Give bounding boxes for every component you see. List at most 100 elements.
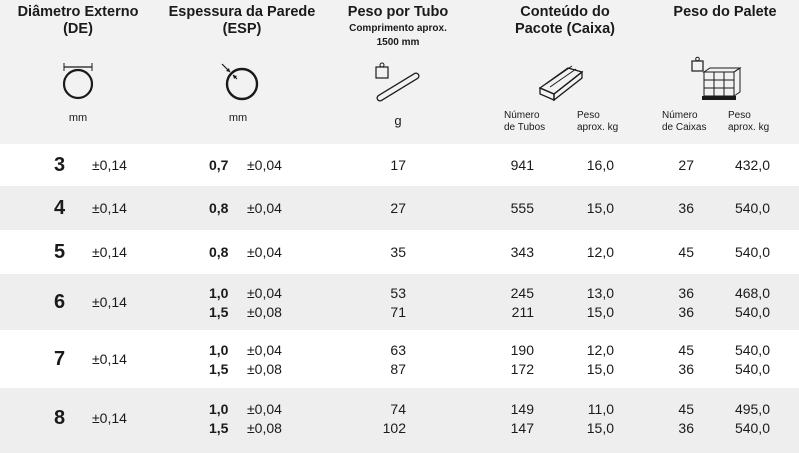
esp-value: 1,0 bbox=[209, 401, 229, 417]
peso-palete-value: 540,0 bbox=[734, 361, 770, 377]
esp-tolerance: ±0,04 bbox=[247, 401, 282, 417]
peso-tubo-value: 27 bbox=[390, 200, 406, 216]
numero-tubos-value: 555 bbox=[510, 200, 534, 216]
esp-title-line2: (ESP) bbox=[222, 21, 262, 37]
numero-caixas-value: 36 bbox=[678, 361, 694, 377]
de-tolerance: ±0,14 bbox=[92, 294, 127, 310]
de-tolerance: ±0,14 bbox=[92, 351, 127, 367]
numero-tubos-value: 941 bbox=[510, 157, 534, 173]
de-value: 6 bbox=[54, 291, 66, 313]
box-of-tubes-icon bbox=[538, 65, 584, 102]
esp-value: 1,5 bbox=[209, 361, 229, 377]
numero-caixas-line2: de Caixas bbox=[662, 122, 707, 133]
esp-unit: mm bbox=[228, 112, 248, 124]
de-header-title: Diâmetro Externo (DE) bbox=[0, 4, 156, 38]
esp-value: 1,5 bbox=[209, 420, 229, 436]
de-value: 3 bbox=[54, 154, 66, 176]
peso-palete-value: 495,0 bbox=[734, 401, 770, 417]
de-value: 7 bbox=[54, 348, 66, 370]
esp-value: 1,5 bbox=[209, 304, 229, 320]
wall-thickness-circle-icon bbox=[221, 63, 259, 101]
esp-value: 1,0 bbox=[209, 342, 229, 358]
peso-tubo-value: 102 bbox=[382, 420, 406, 436]
numero-tubos-line1: Número bbox=[504, 110, 540, 121]
numero-tubos-value: 211 bbox=[511, 304, 534, 320]
peso-caixa-value: 15,0 bbox=[586, 420, 614, 436]
de-value: 4 bbox=[54, 197, 66, 219]
esp-value: 0,8 bbox=[209, 200, 229, 216]
peso-tubo-value: 74 bbox=[390, 401, 406, 417]
esp-value: 0,8 bbox=[209, 244, 229, 260]
table-row: 6 ±0,14 1,0 ±0,04 53 245 13,0 36 468,0 1… bbox=[0, 274, 799, 330]
numero-caixas-label: Número de Caixas bbox=[662, 110, 706, 134]
peso-palete-value: 540,0 bbox=[734, 342, 770, 358]
peso-palete-line2: aprox. kg bbox=[728, 122, 770, 133]
de-tolerance: ±0,14 bbox=[92, 410, 127, 426]
esp-tolerance: ±0,04 bbox=[247, 342, 282, 358]
numero-tubos-value: 245 bbox=[510, 285, 534, 301]
peso-tubo-value: 87 bbox=[390, 361, 406, 377]
peso-tubo-value: 63 bbox=[390, 342, 406, 358]
peso-caixa-line1: Peso bbox=[577, 110, 600, 121]
esp-title-line1: Espessura da Parede bbox=[168, 4, 316, 20]
peso-caixa-value: 15,0 bbox=[586, 200, 614, 216]
de-unit: mm bbox=[68, 112, 88, 124]
peso-palete-line1: Peso bbox=[728, 110, 751, 121]
peso-palete-value: 540,0 bbox=[734, 244, 770, 260]
conteudo-title-line1: Conteúdo do bbox=[520, 4, 610, 20]
peso-caixa-value: 12,0 bbox=[586, 342, 614, 358]
peso-tubo-value: 35 bbox=[390, 244, 406, 260]
peso-caixa-value: 15,0 bbox=[586, 304, 614, 320]
table-row: 8 ±0,14 1,0 ±0,04 74 149 11,0 45 495,0 1… bbox=[0, 388, 799, 453]
de-title-line2: (DE) bbox=[63, 21, 93, 37]
numero-caixas-value: 45 bbox=[678, 401, 694, 417]
numero-tubos-value: 172 bbox=[510, 361, 534, 377]
peso-palete-label: Peso aprox. kg bbox=[728, 110, 769, 134]
numero-caixas-value: 36 bbox=[678, 304, 694, 320]
conteudo-header-title: Conteúdo do Pacote (Caixa) bbox=[490, 4, 640, 38]
de-tolerance: ±0,14 bbox=[92, 157, 127, 173]
numero-tubos-label: Número de Tubos bbox=[504, 110, 545, 134]
numero-tubos-line2: de Tubos bbox=[504, 122, 546, 133]
esp-value: 0,7 bbox=[209, 157, 229, 173]
peso-unit: g bbox=[394, 113, 402, 128]
numero-caixas-line1: Número bbox=[662, 110, 698, 121]
weight-tube-icon bbox=[375, 62, 420, 102]
esp-tolerance: ±0,04 bbox=[247, 244, 282, 260]
esp-tolerance: ±0,08 bbox=[247, 361, 282, 377]
de-value: 8 bbox=[54, 407, 66, 429]
numero-caixas-value: 45 bbox=[678, 342, 694, 358]
de-tolerance: ±0,14 bbox=[92, 244, 127, 260]
esp-tolerance: ±0,04 bbox=[247, 157, 282, 173]
esp-value: 1,0 bbox=[209, 285, 229, 301]
peso-palete-value: 540,0 bbox=[734, 420, 770, 436]
table-header: Diâmetro Externo (DE) Espessura da Pared… bbox=[0, 0, 799, 144]
numero-caixas-value: 36 bbox=[678, 200, 694, 216]
de-title-line1: Diâmetro Externo bbox=[17, 4, 139, 20]
numero-caixas-value: 27 bbox=[678, 157, 694, 173]
peso-tubo-value: 71 bbox=[390, 304, 406, 320]
esp-tolerance: ±0,08 bbox=[247, 304, 282, 320]
table-row: 5 ±0,14 0,8 ±0,04 35 343 12,0 45 540,0 bbox=[0, 230, 799, 274]
numero-tubos-value: 343 bbox=[510, 244, 534, 260]
peso-palete-value: 432,0 bbox=[734, 157, 770, 173]
de-tolerance: ±0,14 bbox=[92, 200, 127, 216]
numero-caixas-value: 45 bbox=[678, 244, 694, 260]
numero-tubos-value: 190 bbox=[510, 342, 534, 358]
outer-diameter-circle-icon bbox=[62, 63, 94, 100]
conteudo-title-line2: Pacote (Caixa) bbox=[515, 21, 615, 37]
peso-tubo-sub-line2: 1500 mm bbox=[376, 37, 420, 48]
peso-caixa-value: 11,0 bbox=[587, 401, 614, 417]
pallet-weight-icon bbox=[691, 56, 742, 100]
peso-tubo-sub-line1: Comprimento aprox. bbox=[349, 23, 447, 34]
peso-tubo-subtitle: Comprimento aprox. 1500 mm bbox=[330, 22, 466, 50]
peso-caixa-value: 12,0 bbox=[586, 244, 614, 260]
esp-header-title: Espessura da Parede (ESP) bbox=[160, 4, 324, 38]
esp-tolerance: ±0,04 bbox=[247, 285, 282, 301]
peso-tubo-value: 53 bbox=[390, 285, 406, 301]
numero-tubos-value: 149 bbox=[510, 401, 534, 417]
peso-tubo-value: 17 bbox=[390, 157, 406, 173]
peso-palete-value: 468,0 bbox=[734, 285, 770, 301]
table-row: 4 ±0,14 0,8 ±0,04 27 555 15,0 36 540,0 bbox=[0, 186, 799, 230]
peso-caixa-label: Peso aprox. kg bbox=[577, 110, 618, 134]
